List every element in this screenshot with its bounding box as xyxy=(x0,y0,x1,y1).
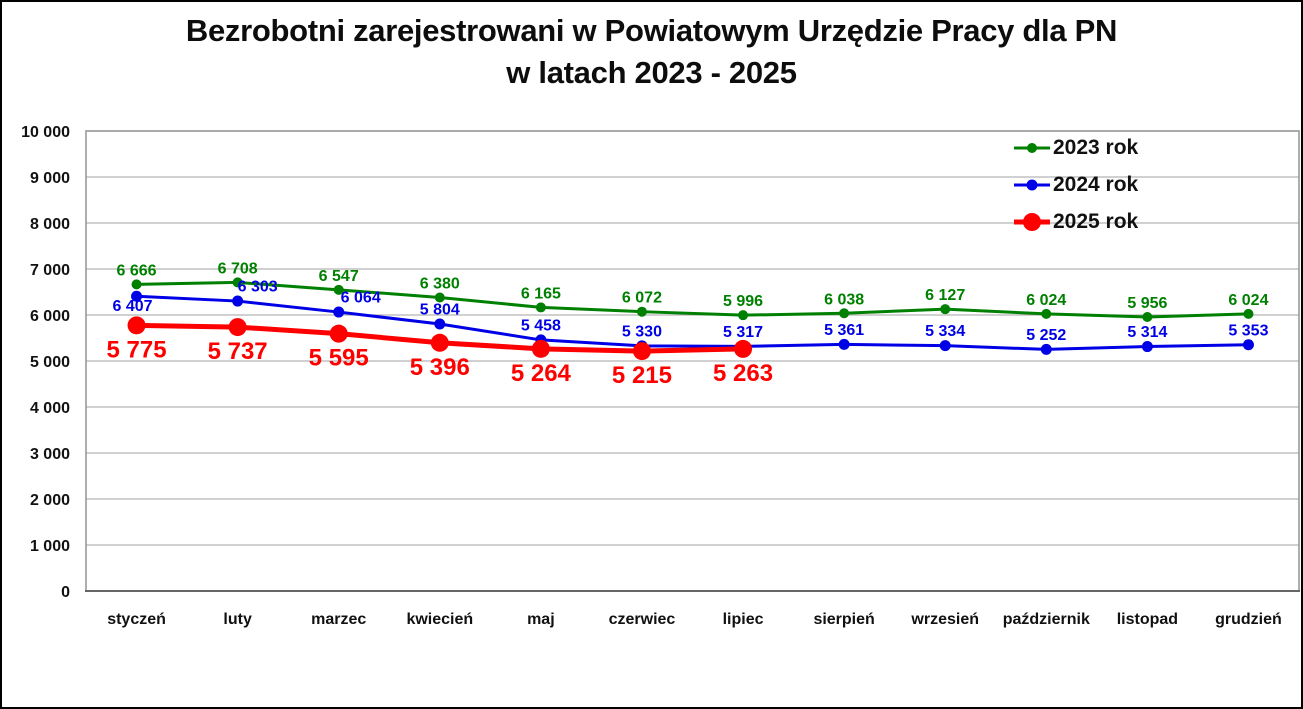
data-label-2023-rok: 6 165 xyxy=(521,285,561,302)
data-label-2023-rok: 6 024 xyxy=(1026,292,1066,309)
chart-title-line-2: w latach 2023 - 2025 xyxy=(506,55,797,90)
data-point-2024-rok xyxy=(333,306,345,318)
data-point-2025-rok xyxy=(632,342,651,361)
data-label-2023-rok: 5 956 xyxy=(1127,295,1167,312)
data-point-2024-rok xyxy=(131,290,143,302)
data-point-2023-rok xyxy=(131,279,142,290)
data-point-2025-rok xyxy=(329,324,348,343)
data-label-2023-rok: 6 072 xyxy=(622,290,662,307)
data-label-2024-rok: 5 458 xyxy=(521,317,561,334)
x-axis-category-label: październik xyxy=(1003,611,1090,628)
y-axis-tick-label: 0 xyxy=(61,584,70,601)
chart-title-line-1: Bezrobotni zarejestrowani w Powiatowym U… xyxy=(185,13,1118,48)
data-point-2023-rok xyxy=(535,302,546,313)
y-axis-tick-label: 10 000 xyxy=(21,124,70,141)
x-axis-category-label: maj xyxy=(527,611,555,628)
y-axis-tick-label: 6 000 xyxy=(30,308,70,325)
data-point-2025-rok xyxy=(531,339,550,358)
x-axis-category-label: styczeń xyxy=(107,611,166,628)
x-axis-category-label: kwiecień xyxy=(406,611,473,628)
chart-legend: 2023 rok 2024 rok 2025 rok xyxy=(1014,134,1138,245)
legend-label-2025: 2025 rok xyxy=(1053,210,1139,233)
data-label-2024-rok: 6 064 xyxy=(341,290,381,307)
data-point-2023-rok xyxy=(333,284,344,295)
data-label-2024-rok: 5 252 xyxy=(1026,327,1066,344)
data-label-2024-rok: 5 317 xyxy=(723,324,763,341)
data-label-2023-rok: 6 547 xyxy=(319,268,359,285)
data-point-2024-rok xyxy=(838,338,850,350)
data-point-2024-rok xyxy=(232,295,244,307)
data-point-2023-rok xyxy=(1142,312,1153,323)
data-point-2023-rok xyxy=(636,306,647,317)
data-point-2023-rok xyxy=(434,292,445,303)
y-axis-tick-label: 5 000 xyxy=(30,354,70,371)
data-point-2023-rok xyxy=(1243,308,1254,319)
y-axis-tick-label: 9 000 xyxy=(30,170,70,187)
data-point-2023-rok xyxy=(232,277,243,288)
data-label-2025-rok: 5 215 xyxy=(612,362,672,389)
legend-marker-2025-icon xyxy=(1014,213,1050,231)
data-label-2024-rok: 5 334 xyxy=(925,323,965,340)
data-label-2023-rok: 5 996 xyxy=(723,293,763,310)
data-label-2023-rok: 6 127 xyxy=(925,287,965,304)
data-label-2024-rok: 5 361 xyxy=(824,322,864,339)
x-axis-category-label: listopad xyxy=(1117,611,1178,628)
legend-label-2024: 2024 rok xyxy=(1053,173,1139,196)
data-point-2024-rok xyxy=(1242,339,1254,351)
y-axis-tick-label: 8 000 xyxy=(30,216,70,233)
data-label-2023-rok: 6 666 xyxy=(117,262,157,279)
data-point-2025-rok xyxy=(228,318,247,337)
series-line-2024-rok xyxy=(135,294,1250,351)
data-label-2025-rok: 5 396 xyxy=(410,354,470,381)
legend-label-2023: 2023 rok xyxy=(1053,136,1139,159)
data-label-2025-rok: 5 595 xyxy=(309,345,369,372)
data-point-2024-rok xyxy=(434,318,446,330)
x-axis-category-label: czerwiec xyxy=(609,611,676,628)
data-label-2024-rok: 6 407 xyxy=(113,298,153,315)
x-axis-category-label: marzec xyxy=(311,611,366,628)
x-axis-category-label: luty xyxy=(223,611,252,628)
x-axis-category-label: sierpień xyxy=(813,611,874,628)
chart-title: Bezrobotni zarejestrowani w Powiatowym U… xyxy=(2,10,1301,94)
legend-entry-2025: 2025 rok xyxy=(1014,208,1138,236)
data-label-2024-rok: 5 353 xyxy=(1228,322,1268,339)
data-label-2025-rok: 5 775 xyxy=(107,336,167,363)
data-point-2025-rok xyxy=(127,316,146,335)
data-point-2023-rok xyxy=(940,304,951,315)
y-axis-tick-label: 7 000 xyxy=(30,262,70,279)
legend-entry-2023: 2023 rok xyxy=(1014,134,1138,162)
data-label-2025-rok: 5 264 xyxy=(511,360,572,387)
data-label-2024-rok: 5 804 xyxy=(420,302,460,319)
data-point-2023-rok xyxy=(738,310,749,321)
data-point-2023-rok xyxy=(1041,308,1052,319)
series-line-2023-rok xyxy=(135,280,1250,319)
data-label-2024-rok: 5 314 xyxy=(1127,324,1167,341)
data-label-2025-rok: 5 737 xyxy=(208,338,268,365)
data-point-2024-rok xyxy=(1141,341,1153,353)
data-label-2023-rok: 6 708 xyxy=(218,260,258,277)
y-axis-tick-label: 2 000 xyxy=(30,492,70,509)
x-axis-category-label: wrzesień xyxy=(910,611,979,628)
data-point-2024-rok xyxy=(1040,343,1052,355)
data-label-2023-rok: 6 024 xyxy=(1228,292,1268,309)
data-point-2024-rok xyxy=(939,340,951,352)
data-label-2025-rok: 5 263 xyxy=(713,360,773,387)
legend-entry-2024: 2024 rok xyxy=(1014,171,1138,199)
legend-marker-2023-icon xyxy=(1014,143,1050,153)
x-axis-category-label: grudzień xyxy=(1215,611,1282,628)
data-label-2023-rok: 6 380 xyxy=(420,276,460,293)
data-point-2025-rok xyxy=(734,339,753,358)
data-label-2023-rok: 6 038 xyxy=(824,291,864,308)
data-label-2024-rok: 5 330 xyxy=(622,323,662,340)
legend-marker-2024-icon xyxy=(1014,179,1050,191)
data-label-2024-rok: 6 303 xyxy=(238,279,278,296)
y-axis-tick-label: 1 000 xyxy=(30,538,70,555)
data-point-2023-rok xyxy=(839,308,850,319)
y-axis-tick-label: 3 000 xyxy=(30,446,70,463)
data-point-2025-rok xyxy=(430,333,449,352)
x-axis-category-label: lipiec xyxy=(723,611,764,628)
y-axis-tick-label: 4 000 xyxy=(30,400,70,417)
